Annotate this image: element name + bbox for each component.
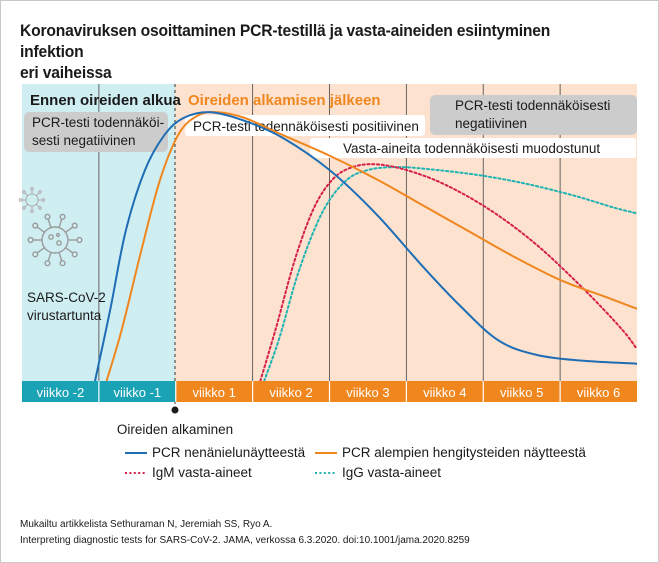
virus-spike (24, 203, 29, 208)
week-tick-label: viikko -2 (37, 385, 85, 400)
week-axis: viikko -2 viikko -1 viikko 1 viikko 2 viikko… (22, 381, 637, 402)
series-line-igg (263, 166, 638, 382)
region-before-label: Ennen oireiden alkua (30, 92, 182, 109)
chart-title: Koronaviruksen osoittaminen PCR-testillä… (20, 20, 590, 83)
virus-spike (24, 192, 29, 197)
virus-spike-tip (59, 260, 66, 267)
virus-spike-tip (41, 198, 46, 202)
symptom-onset-label: Oireiden alkaminen (117, 422, 233, 437)
virus-spike (47, 218, 52, 228)
pcr-negative-before-line-1: PCR-testi todennäköi- (32, 115, 164, 130)
region-after-label: Oireiden alkamisen jälkeen (188, 92, 381, 109)
week-cell (560, 381, 637, 402)
pcr-negative-before-line-2: sesti negatiivinen (32, 133, 136, 148)
legend-label-igg: IgG vasta-aineet (342, 465, 441, 480)
antibodies-formed-box (310, 138, 636, 158)
virus-spike-tip (38, 206, 42, 210)
week-tick-label: viikko 1 (193, 385, 236, 400)
virus-label-line-2: virustartunta (27, 308, 102, 323)
virus-spike (36, 226, 45, 233)
virus-spike-tip (27, 236, 34, 244)
week-tick-label: viikko 4 (423, 385, 466, 400)
antibodies-formed-label: Vasta-aineita todennäköisesti muodostunu… (343, 141, 600, 156)
week-tick-label: viikko 5 (500, 385, 543, 400)
pcr-negative-before-box (24, 112, 168, 152)
symptom-onset-marker (171, 406, 179, 414)
week-cell (252, 381, 330, 402)
pcr-negative-after-line-2: negatiivinen (455, 116, 527, 131)
virus-spike-tip (38, 190, 42, 194)
virus-spike (35, 203, 40, 208)
week-cell (406, 381, 484, 402)
virus-spike (47, 252, 52, 262)
series-line-pcr-nasopharyngeal (94, 111, 638, 382)
virus-spike-tip (59, 213, 66, 220)
week-cell (98, 381, 176, 402)
chart-title-line-1: Koronaviruksen osoittaminen PCR-testillä… (20, 21, 551, 61)
week-cell (483, 381, 561, 402)
week-tick-label: viikko 3 (346, 385, 389, 400)
virus-spike (58, 218, 63, 228)
legend-label-igm: IgM vasta-aineet (152, 465, 252, 480)
virus-spike (65, 226, 74, 233)
virus-spike-tip (76, 236, 83, 244)
week-tick-label: viikko -1 (113, 385, 161, 400)
week-cell (22, 381, 99, 402)
chart-title-line-2: eri vaiheissa (20, 63, 112, 82)
virus-spike-tip (32, 222, 39, 229)
virus-spike (36, 247, 45, 254)
legend-label-pcr-nasopharyngeal: PCR nenänielunäytteestä (152, 445, 306, 460)
legend: PCR nenänielunäytteestä PCR alempien heng… (125, 445, 586, 480)
series-layer (94, 110, 638, 382)
source-line-1: Mukailtu artikkelista Sethuraman N, Jere… (20, 519, 273, 530)
virus-label-line-1: SARS-CoV-2 (27, 290, 106, 305)
virus-spike-tip (32, 251, 39, 258)
week-tick-label: viikko 6 (577, 385, 620, 400)
virus-spike (58, 252, 63, 262)
coronavirus-icon (27, 213, 83, 267)
pcr-positive-label: PCR-testi todennäköisesti positiivinen (193, 119, 419, 134)
virus-spike-tip (18, 198, 23, 202)
virus-spike-tip (71, 222, 78, 229)
virus-spike-tip (22, 206, 26, 210)
legend-label-pcr-lower-respiratory: PCR alempien hengitysteiden näytteestä (342, 445, 586, 460)
virus-spike-tip (44, 260, 51, 267)
week-cell (329, 381, 407, 402)
week-cell (175, 381, 253, 402)
virus-spike-tip (22, 190, 26, 194)
virus-spike (35, 192, 40, 197)
small-virus-icon (18, 186, 46, 214)
series-line-pcr-lower-respiratory (105, 110, 638, 382)
virus-spike-tip (30, 209, 34, 214)
week-tick-label: viikko 2 (269, 385, 312, 400)
pcr-negative-after-line-1: PCR-testi todennäköisesti (455, 98, 610, 113)
virus-spike (65, 247, 74, 254)
virus-spike-tip (30, 186, 34, 191)
virus-spike-tip (44, 213, 51, 220)
virus-spike-tip (71, 251, 78, 258)
series-line-igm (259, 163, 638, 382)
pcr-negative-after-box (430, 95, 637, 135)
source-line-2: Interpreting diagnostic tests for SARS-C… (20, 535, 470, 546)
